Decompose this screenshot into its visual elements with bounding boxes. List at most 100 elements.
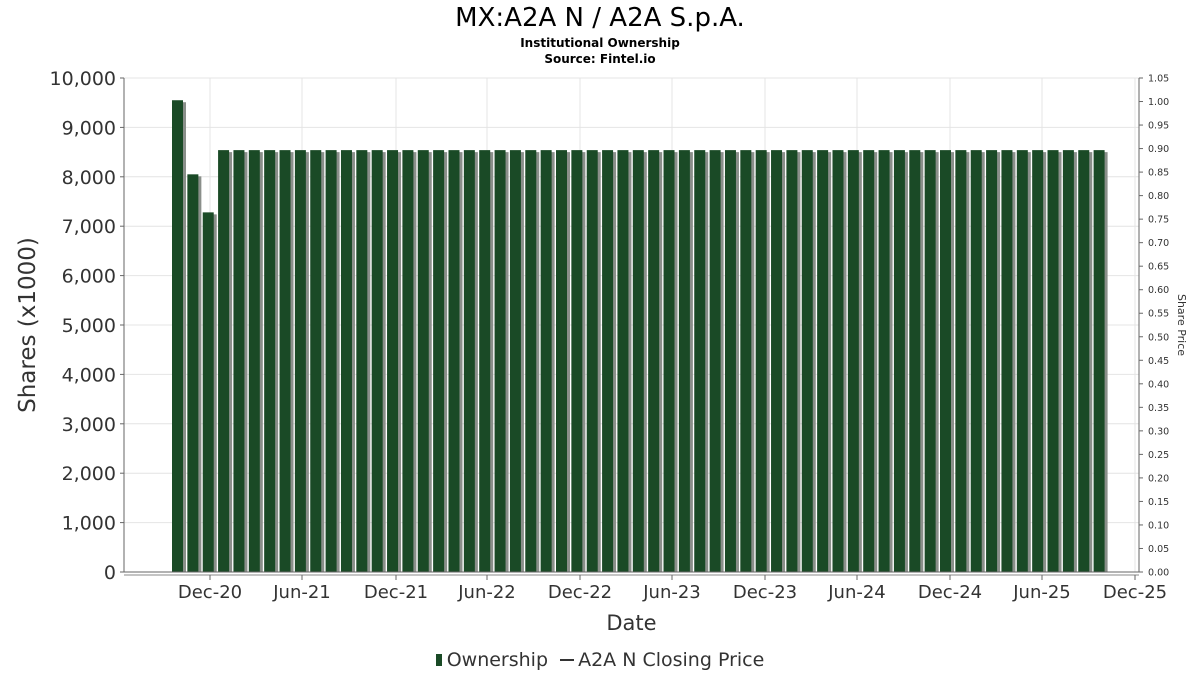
ownership-bar (402, 150, 417, 572)
bar-body (1093, 150, 1105, 572)
x-tick-label: Dec-21 (364, 582, 428, 603)
bar-body (571, 150, 583, 572)
y-tick-label: 5,000 (62, 315, 116, 337)
ownership-bar (371, 150, 386, 572)
ownership-bar (878, 150, 893, 572)
y2-tick-label: 0.25 (1148, 450, 1169, 461)
ownership-bar (233, 150, 248, 572)
ownership-bar (310, 150, 325, 572)
bar-body (955, 150, 967, 572)
bar-body (678, 150, 690, 572)
x-tick-label: Dec-20 (178, 582, 242, 603)
y2-tick-label: 0.55 (1148, 309, 1169, 320)
ownership-bar (340, 150, 355, 572)
ownership-bar (325, 150, 340, 572)
bar-body (433, 150, 445, 572)
bar-body (248, 150, 260, 572)
ownership-bar (187, 174, 202, 572)
bar-body (494, 150, 506, 572)
bar-body (1016, 150, 1028, 572)
bar-body (233, 150, 245, 572)
ownership-bar (172, 100, 186, 572)
bar-body (740, 150, 752, 572)
bar-body (863, 150, 875, 572)
bar-body (402, 150, 414, 572)
chart-title: MX:A2A N / A2A S.p.A. (455, 3, 745, 33)
bar-body (986, 150, 998, 572)
ownership-bar (940, 150, 954, 572)
ownership-bar (417, 150, 432, 572)
ownership-bar (893, 150, 908, 572)
ownership-bar (863, 150, 878, 572)
x-axis-label: Date (606, 611, 656, 635)
ownership-bar (571, 150, 586, 572)
ownership-bar (755, 150, 770, 572)
bar-body (556, 150, 567, 572)
y2-tick-label: 0.05 (1148, 544, 1169, 555)
bar-body (602, 150, 614, 572)
ownership-bar (433, 150, 448, 572)
bar-body (1047, 150, 1059, 572)
x-tick-label: Dec-24 (918, 582, 982, 603)
ownership-bar (479, 150, 494, 572)
x-tick-label: Jun-25 (1012, 582, 1071, 603)
ownership-bar (663, 150, 678, 572)
ownership-bar (617, 150, 632, 572)
ownership-bar (986, 150, 1001, 572)
y-axis-label: Shares (x1000) (15, 237, 41, 413)
y-tick-label: 7,000 (62, 216, 116, 238)
bar-body (801, 150, 813, 572)
ownership-bar (786, 150, 801, 572)
bar-body (172, 100, 183, 572)
ownership-bar (202, 212, 217, 573)
bar-body (847, 150, 859, 572)
y2-tick-label: 0.10 (1148, 520, 1169, 531)
ownership-bar (525, 150, 540, 572)
y-tick-label: 2,000 (62, 463, 116, 485)
ownership-bar (694, 150, 709, 572)
ownership-bar (248, 150, 263, 572)
x-tick-label: Jun-23 (642, 582, 701, 603)
bar-body (909, 150, 921, 572)
ownership-bar (387, 150, 402, 572)
ownership-bar (218, 150, 233, 572)
ownership-bar (494, 150, 509, 572)
bar-body (294, 150, 306, 572)
x-tick-label: Jun-24 (827, 582, 886, 603)
y2-tick-label: 0.40 (1148, 379, 1169, 390)
ownership-swatch-icon (435, 654, 442, 666)
y2-tick-label: 0.45 (1148, 356, 1169, 367)
y2-tick-label: 0.65 (1148, 262, 1169, 273)
bar-body (356, 150, 368, 572)
y2-tick-label: 0.20 (1148, 473, 1169, 484)
bar-body (940, 150, 951, 572)
ownership-bar (709, 150, 724, 572)
price-line-swatch-icon (560, 659, 575, 661)
ownership-bar (1032, 150, 1047, 572)
y2-tick-label: 1.05 (1148, 74, 1169, 85)
ownership-bar (556, 150, 570, 572)
bar-body (187, 174, 199, 572)
ownership-bar (847, 150, 862, 572)
ownership-bar (448, 150, 463, 572)
bar-body (832, 150, 844, 572)
bar-body (325, 150, 337, 572)
bar-body (448, 150, 460, 572)
y-tick-label: 4,000 (62, 364, 116, 386)
y2-tick-label: 0.95 (1148, 121, 1169, 132)
ownership-bar (970, 150, 985, 572)
bar-body (617, 150, 629, 572)
bar-body (1001, 150, 1013, 572)
bar-body (1032, 150, 1044, 572)
bar-body (970, 150, 982, 572)
y2-tick-label: 0.75 (1148, 215, 1169, 226)
ownership-bar (771, 150, 786, 572)
y2-tick-label: 0.90 (1148, 144, 1169, 155)
ownership-bar (740, 150, 755, 572)
y-tick-label: 0 (104, 562, 116, 584)
bar-body (694, 150, 706, 572)
y2-axis-label: Share Price (1175, 294, 1188, 356)
bar-body (755, 150, 767, 572)
y2-tick-label: 0.50 (1148, 332, 1169, 343)
bar-body (632, 150, 644, 572)
